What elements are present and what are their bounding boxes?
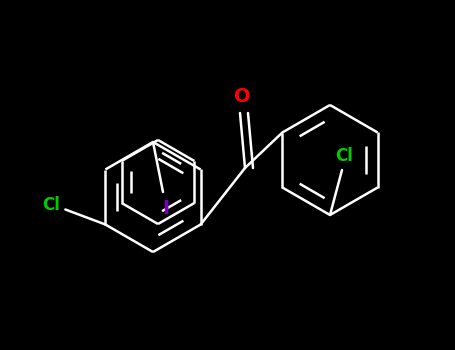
Text: Cl: Cl bbox=[335, 147, 353, 165]
Text: O: O bbox=[234, 88, 250, 106]
Text: Cl: Cl bbox=[42, 196, 61, 213]
Text: I: I bbox=[162, 198, 170, 217]
